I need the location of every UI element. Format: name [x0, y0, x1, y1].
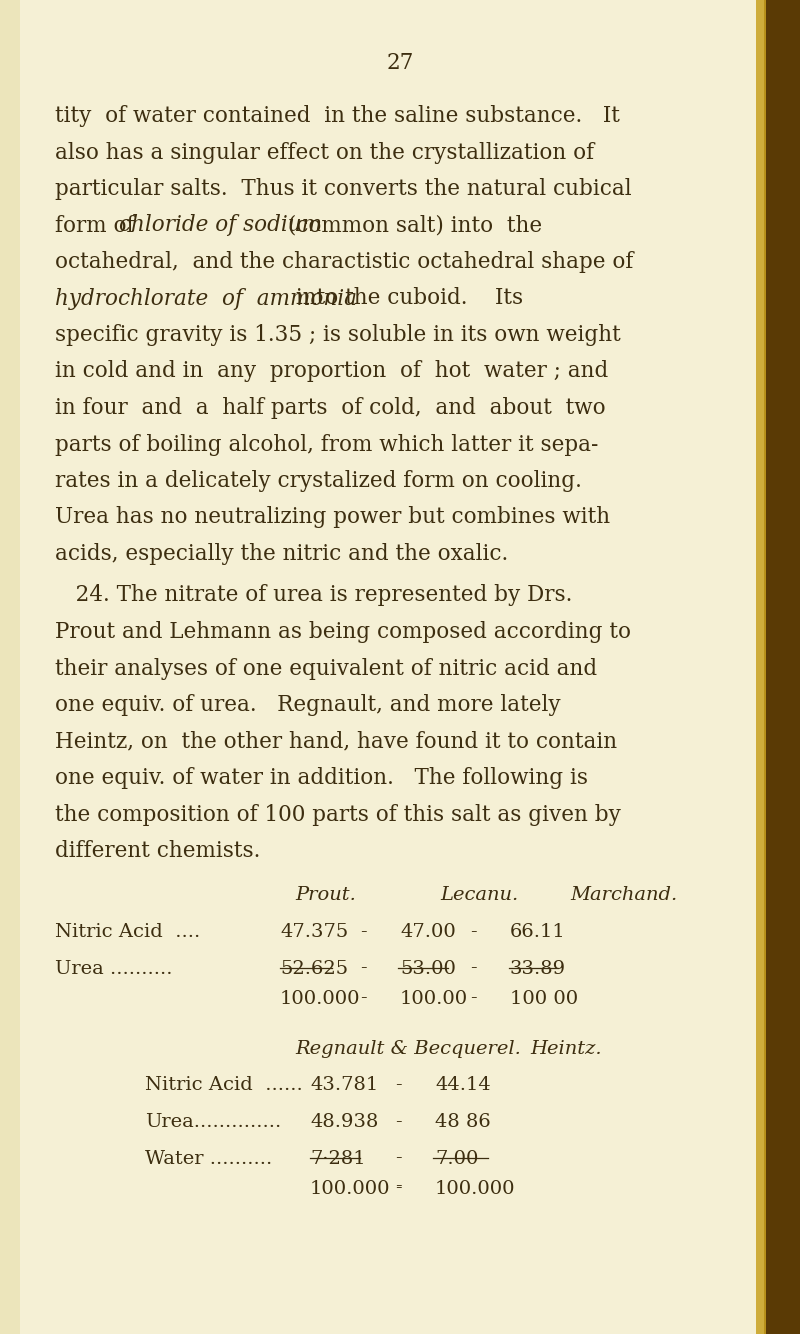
Text: Urea has no neutralizing power but combines with: Urea has no neutralizing power but combi… [55, 507, 610, 528]
Text: Urea ..........: Urea .......... [55, 959, 173, 978]
Text: 33.89: 33.89 [510, 959, 566, 978]
Bar [0, 0, 20, 1334]
Text: Regnault & Becquerel.: Regnault & Becquerel. [295, 1041, 521, 1058]
Text: 47.375: 47.375 [280, 923, 348, 940]
Text: -: - [360, 923, 366, 940]
Text: hydrochlorate  of  ammonia: hydrochlorate of ammonia [55, 288, 357, 309]
Text: in four  and  a  half parts  of cold,  and  about  two: in four and a half parts of cold, and ab… [55, 398, 606, 419]
Text: -: - [470, 923, 477, 940]
Text: into the cuboid.    Its: into the cuboid. Its [289, 288, 523, 309]
Text: Prout.: Prout. [295, 887, 356, 904]
Text: acids, especially the nitric and the oxalic.: acids, especially the nitric and the oxa… [55, 543, 508, 566]
Text: -: - [360, 959, 366, 978]
Text: 100.00: 100.00 [400, 990, 468, 1007]
Text: 53.00: 53.00 [400, 959, 456, 978]
Text: 48.938: 48.938 [310, 1113, 378, 1131]
Text: Heintz.: Heintz. [530, 1041, 602, 1058]
Text: 100.000: 100.000 [280, 990, 361, 1007]
Text: 66.11: 66.11 [510, 923, 566, 940]
Text: Nitric Acid  ....: Nitric Acid .... [55, 923, 200, 940]
Text: also has a singular effect on the crystallization of: also has a singular effect on the crysta… [55, 141, 594, 164]
Text: parts of boiling alcohol, from which latter it sepa-: parts of boiling alcohol, from which lat… [55, 434, 598, 455]
Text: specific gravity is 1.35 ; is soluble in its own weight: specific gravity is 1.35 ; is soluble in… [55, 324, 621, 346]
Text: 44.14: 44.14 [435, 1077, 490, 1094]
Text: 43.781: 43.781 [310, 1077, 378, 1094]
Bar [756, 0, 766, 1334]
Text: the composition of 100 parts of this salt as given by: the composition of 100 parts of this sal… [55, 803, 621, 826]
Text: (common salt) into  the: (common salt) into the [282, 215, 542, 236]
Text: one equiv. of water in addition.   The following is: one equiv. of water in addition. The fol… [55, 767, 588, 788]
Text: 100.000: 100.000 [435, 1179, 515, 1198]
Text: 27: 27 [386, 52, 414, 73]
Text: Marchand.: Marchand. [570, 887, 678, 904]
Text: Urea..............: Urea.............. [145, 1113, 282, 1131]
Text: in cold and in  any  proportion  of  hot  water ; and: in cold and in any proportion of hot wat… [55, 360, 608, 383]
Text: Water ..........: Water .......... [145, 1150, 272, 1167]
Text: -: - [395, 1150, 402, 1167]
Text: one equiv. of urea.   Regnault, and more lately: one equiv. of urea. Regnault, and more l… [55, 694, 561, 716]
Text: -: - [360, 990, 366, 1007]
Text: -: - [395, 1178, 402, 1195]
Text: -: - [395, 1179, 402, 1198]
Text: their analyses of one equivalent of nitric acid and: their analyses of one equivalent of nitr… [55, 658, 597, 679]
Text: 48 86: 48 86 [435, 1113, 490, 1131]
Text: -: - [470, 990, 477, 1007]
Text: 7.00: 7.00 [435, 1150, 478, 1167]
Text: different chemists.: different chemists. [55, 840, 260, 862]
Text: Heintz, on  the other hand, have found it to contain: Heintz, on the other hand, have found it… [55, 731, 617, 752]
Text: -: - [395, 1113, 402, 1131]
Text: octahedral,  and the charactistic octahedral shape of: octahedral, and the charactistic octahed… [55, 251, 634, 273]
Text: chloride of sodium: chloride of sodium [119, 215, 322, 236]
Text: 52.625: 52.625 [280, 959, 348, 978]
Text: Lecanu.: Lecanu. [440, 887, 518, 904]
Text: 24. The nitrate of urea is represented by Drs.: 24. The nitrate of urea is represented b… [55, 584, 572, 607]
Text: 7·281: 7·281 [310, 1150, 366, 1167]
Text: rates in a delicately crystalized form on cooling.: rates in a delicately crystalized form o… [55, 470, 582, 492]
Text: Prout and Lehmann as being composed according to: Prout and Lehmann as being composed acco… [55, 622, 631, 643]
Text: 47.00: 47.00 [400, 923, 456, 940]
Text: tity  of water contained  in the saline substance.   It: tity of water contained in the saline su… [55, 105, 620, 127]
Text: 100.000: 100.000 [310, 1179, 390, 1198]
Text: form of: form of [55, 215, 142, 236]
Bar [764, 0, 800, 1334]
Text: -: - [395, 1077, 402, 1094]
Text: 100 00: 100 00 [510, 990, 578, 1007]
Text: Nitric Acid  ......: Nitric Acid ...... [145, 1077, 302, 1094]
Text: particular salts.  Thus it converts the natural cubical: particular salts. Thus it converts the n… [55, 177, 632, 200]
Text: -: - [470, 959, 477, 978]
